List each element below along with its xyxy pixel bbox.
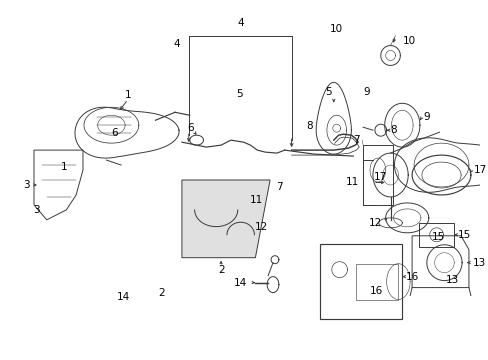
Text: 12: 12	[368, 218, 381, 228]
Text: 7: 7	[276, 182, 282, 192]
Text: 1: 1	[124, 90, 131, 100]
Text: 4: 4	[173, 39, 180, 49]
Text: 15: 15	[431, 232, 444, 242]
Text: 6: 6	[111, 129, 117, 138]
Text: 10: 10	[402, 36, 415, 46]
Text: 17: 17	[373, 172, 386, 182]
Text: 13: 13	[445, 275, 459, 285]
Text: 1: 1	[61, 162, 68, 172]
Text: 14: 14	[117, 292, 130, 302]
Text: 15: 15	[457, 230, 470, 240]
Text: 5: 5	[325, 87, 331, 97]
Text: 11: 11	[346, 177, 359, 188]
Text: 11: 11	[249, 195, 263, 205]
Text: 9: 9	[363, 87, 369, 97]
Text: 2: 2	[158, 288, 164, 298]
Text: 12: 12	[254, 222, 267, 232]
Text: 10: 10	[329, 24, 342, 35]
Text: 3: 3	[23, 180, 30, 190]
Text: 7: 7	[353, 135, 360, 145]
Text: 9: 9	[423, 112, 429, 122]
Text: 17: 17	[473, 165, 486, 175]
Text: 2: 2	[217, 265, 224, 275]
Text: 14: 14	[234, 278, 247, 288]
Text: 5: 5	[235, 89, 242, 99]
Text: 8: 8	[390, 125, 396, 135]
Text: 8: 8	[305, 121, 312, 131]
Text: 6: 6	[187, 123, 194, 133]
Text: 16: 16	[369, 286, 382, 296]
Text: 3: 3	[33, 206, 40, 216]
Polygon shape	[182, 180, 269, 258]
Text: 13: 13	[472, 258, 485, 268]
Text: 4: 4	[237, 18, 244, 28]
Text: 16: 16	[406, 272, 419, 282]
